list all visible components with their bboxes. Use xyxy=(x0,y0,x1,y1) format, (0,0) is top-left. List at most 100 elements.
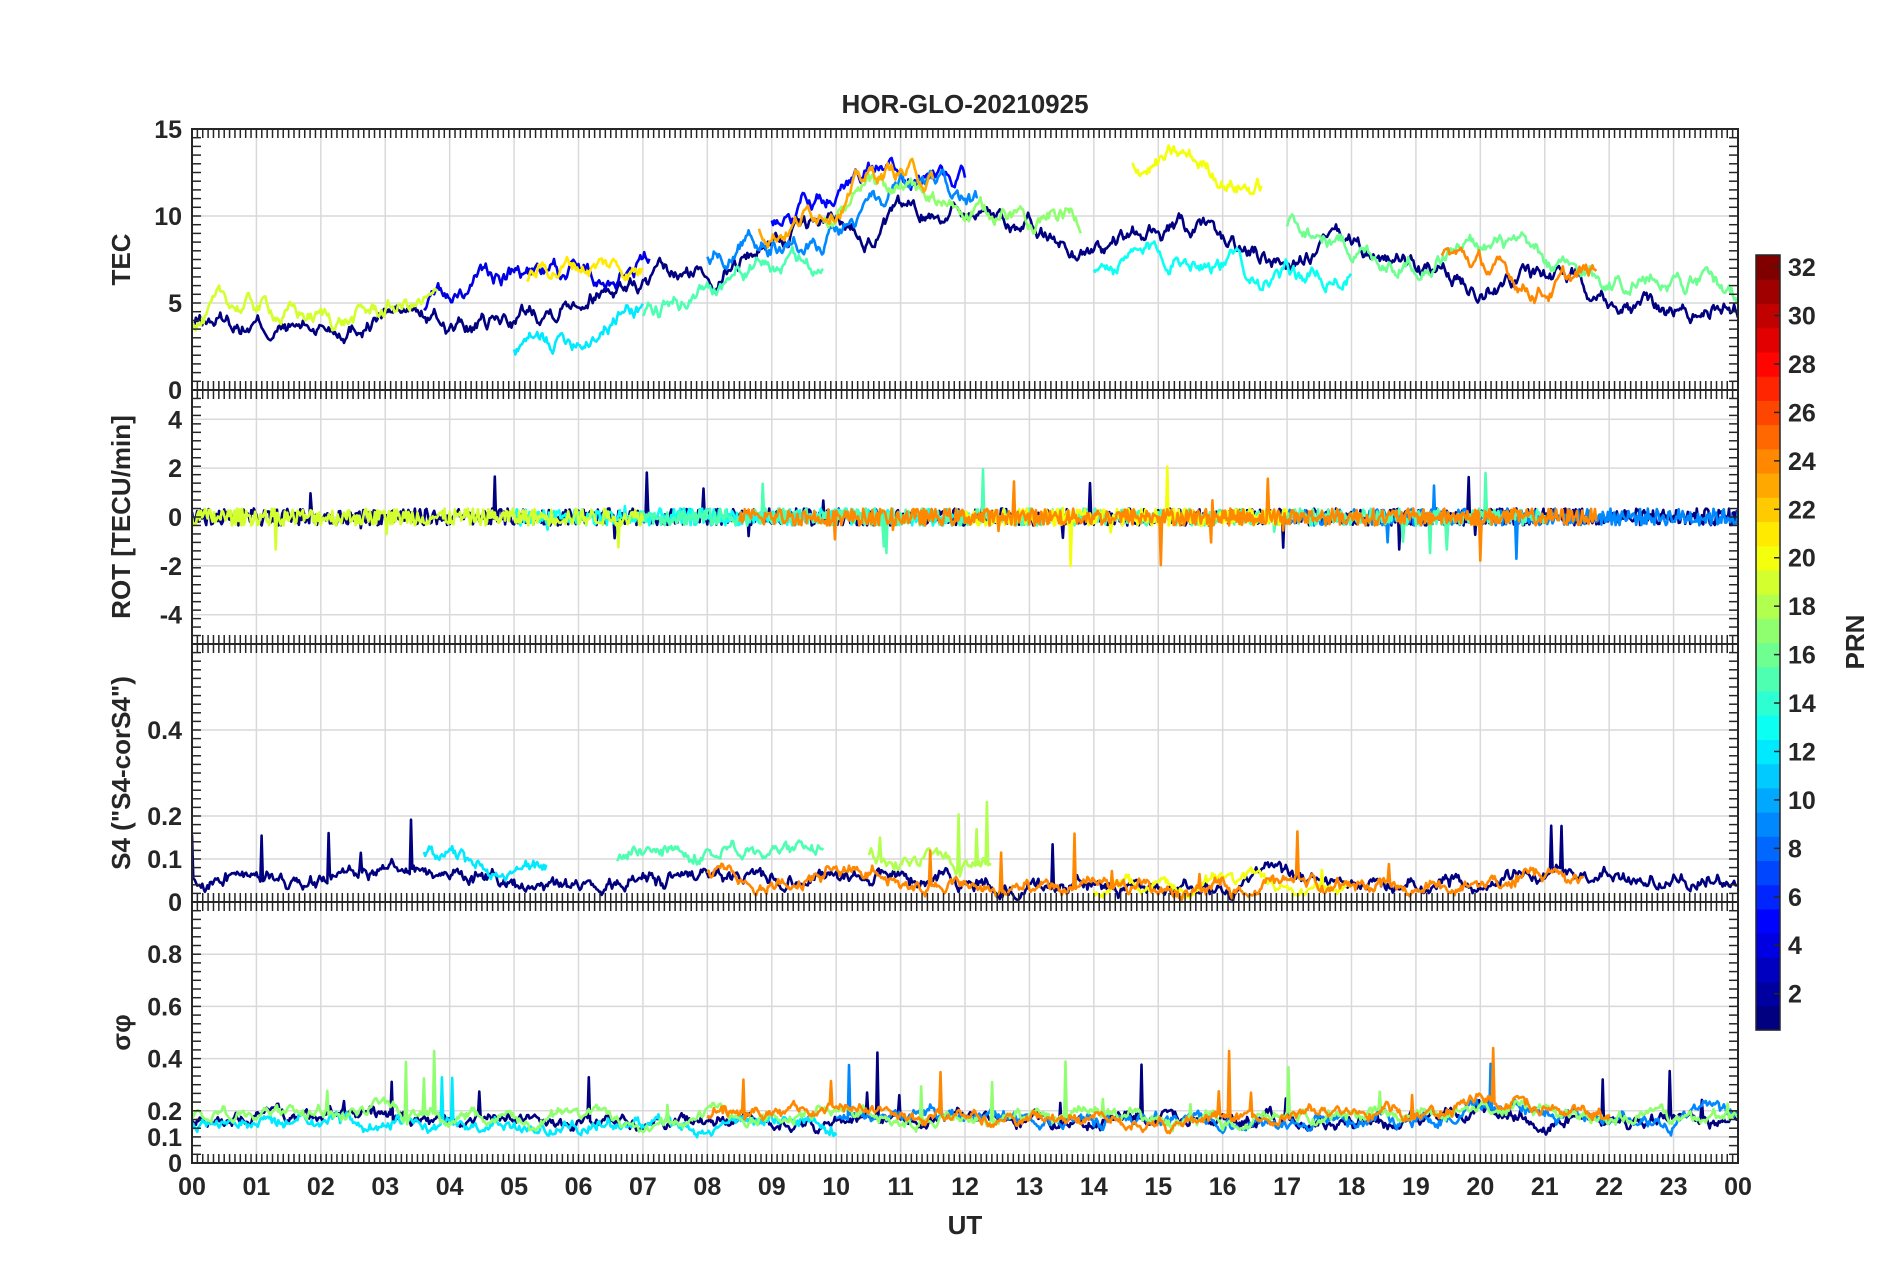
rot-y-axis-label: ROT [TECU/min] xyxy=(106,415,136,619)
colorbar-tick-label: 12 xyxy=(1788,738,1816,766)
chart-title: HOR-GLO-20210925 xyxy=(841,89,1088,119)
x-tick-label: 17 xyxy=(1273,1173,1301,1201)
colorbar-tick-label: 26 xyxy=(1788,399,1816,427)
s4-y-axis-label: S4 ("S4-corS4") xyxy=(106,676,136,870)
y-tick-label: 0.1 xyxy=(147,846,182,874)
y-tick-label: 0.2 xyxy=(147,803,182,831)
colorbar-tick-label: 8 xyxy=(1788,835,1802,863)
y-tick-label: 0.4 xyxy=(147,717,182,745)
y-tick-label: 2 xyxy=(168,455,182,483)
sigma-series-group xyxy=(192,1046,1738,1139)
colorbar-cell xyxy=(1756,424,1780,450)
data-layer xyxy=(192,144,1738,1139)
series-tec-prn-15 xyxy=(641,245,824,319)
y-tick-label: 5 xyxy=(168,290,182,318)
colorbar-tick-label: 16 xyxy=(1788,642,1816,670)
colorbar-cell xyxy=(1756,812,1780,837)
y-tick-label: 0 xyxy=(168,889,182,917)
y-tick-label: 0.2 xyxy=(147,1098,182,1126)
x-tick-label: 00 xyxy=(1724,1173,1752,1201)
series-tec-prn-5 xyxy=(770,156,967,227)
y-tick-label: 4 xyxy=(168,406,182,434)
sigma-y-axis-label: σφ xyxy=(106,1014,136,1050)
series-sigma-prn-24 xyxy=(706,1046,1611,1135)
series-tec-prn-24 xyxy=(1440,246,1598,305)
series-rot-prn-24 xyxy=(738,477,1598,567)
series-tec-prn-19 xyxy=(192,284,438,332)
colorbar-tick-label: 4 xyxy=(1788,932,1802,960)
colorbar-cell xyxy=(1756,957,1780,983)
colorbar-frame xyxy=(1755,254,1781,1031)
colorbar-cell xyxy=(1756,908,1780,934)
x-axis-label: UT xyxy=(948,1210,983,1240)
colorbar-tick-label: 20 xyxy=(1788,545,1816,573)
colorbar-tick-label: 14 xyxy=(1788,690,1816,718)
colorbar-cell xyxy=(1756,666,1780,692)
x-tick-label: 01 xyxy=(243,1173,271,1201)
rot-series-group xyxy=(192,465,1738,568)
x-tick-label: 23 xyxy=(1660,1173,1688,1201)
series-s4-prn-24 xyxy=(706,830,1585,902)
x-tick-label: 16 xyxy=(1209,1173,1237,1201)
x-tick-label: 21 xyxy=(1531,1173,1559,1201)
colorbar-tick-label: 28 xyxy=(1788,351,1816,379)
series-tec-prn-16 xyxy=(1285,213,1738,305)
x-tick-label: 18 xyxy=(1338,1173,1366,1201)
colorbar-cell xyxy=(1756,472,1780,498)
colorbar-tick-label: 10 xyxy=(1788,787,1816,815)
colorbar-cell xyxy=(1756,376,1780,401)
y-tick-label: 0.4 xyxy=(147,1046,182,1074)
x-tick-label: 04 xyxy=(436,1173,464,1201)
y-tick-label: 0 xyxy=(168,504,182,532)
s4-series-group xyxy=(192,800,1738,902)
colorbar-cell xyxy=(1756,327,1780,353)
colorbar-cell xyxy=(1756,1005,1780,1031)
colorbar-tick-label: 22 xyxy=(1788,496,1816,524)
colorbar-cell xyxy=(1756,860,1780,886)
colorbar-cell xyxy=(1756,618,1780,644)
colorbar-tick-label: 24 xyxy=(1788,448,1816,476)
y-tick-label: 10 xyxy=(154,203,182,231)
y-tick-label: 15 xyxy=(154,116,182,144)
x-tick-label: 06 xyxy=(565,1173,593,1201)
colorbar-tick-label: 18 xyxy=(1788,593,1816,621)
series-tec-prn-17 xyxy=(822,172,1083,235)
tec-series-group xyxy=(192,144,1738,356)
y-tick-label: 0 xyxy=(168,1150,182,1178)
x-tick-label: 19 xyxy=(1402,1173,1430,1201)
x-tick-label: 07 xyxy=(629,1173,657,1201)
colorbar-tick-label: 32 xyxy=(1788,254,1816,282)
x-tick-label: 12 xyxy=(951,1173,979,1201)
colorbar-cell xyxy=(1756,763,1780,789)
tec-y-axis-label: TEC xyxy=(106,233,136,285)
colorbar-cell xyxy=(1756,279,1780,305)
colorbar-cell xyxy=(1756,569,1780,595)
x-tick-label: 00 xyxy=(178,1173,206,1201)
series-tec-prn-12 xyxy=(512,302,645,356)
series-s4-prn-12 xyxy=(422,844,548,882)
y-tick-label: 0.8 xyxy=(147,941,182,969)
y-tick-label: 0.1 xyxy=(147,1124,182,1152)
series-tec-prn-13 xyxy=(1092,240,1353,294)
y-tick-label: -4 xyxy=(160,602,182,630)
colorbar-label: PRN xyxy=(1840,615,1870,670)
x-tick-label: 15 xyxy=(1144,1173,1172,1201)
axes-layer: 051015-4-202400.10.20.400.10.20.40.60.80… xyxy=(147,116,1752,1201)
y-axis-labels: TEC ROT [TECU/min] S4 ("S4-corS4") σφ xyxy=(106,233,136,1050)
x-tick-label: 08 xyxy=(693,1173,721,1201)
colorbar-tick-label: 2 xyxy=(1788,981,1802,1009)
colorbar-tick-label: 6 xyxy=(1788,884,1802,912)
series-tec-prn-21 xyxy=(526,255,644,283)
x-tick-label: 22 xyxy=(1595,1173,1623,1201)
x-tick-label: 10 xyxy=(822,1173,850,1201)
y-tick-label: -2 xyxy=(160,553,182,581)
x-tick-label: 20 xyxy=(1466,1173,1494,1201)
x-tick-label: 02 xyxy=(307,1173,335,1201)
colorbar-cell xyxy=(1756,521,1780,547)
series-rot-prn-19 xyxy=(192,507,645,551)
colorbar-cell xyxy=(1756,715,1780,740)
y-tick-label: 0.6 xyxy=(147,993,182,1021)
series-s4-prn-15 xyxy=(615,839,825,866)
x-tick-label: 11 xyxy=(887,1173,914,1201)
